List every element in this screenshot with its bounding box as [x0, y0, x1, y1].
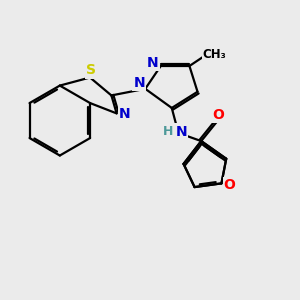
Text: O: O: [213, 108, 224, 122]
Text: N: N: [147, 56, 158, 70]
Text: N: N: [134, 76, 145, 90]
Text: S: S: [86, 64, 96, 77]
Text: N: N: [176, 124, 187, 139]
Text: H: H: [163, 125, 173, 138]
Text: CH₃: CH₃: [202, 48, 226, 61]
Text: O: O: [224, 178, 236, 192]
Text: N: N: [119, 107, 130, 121]
